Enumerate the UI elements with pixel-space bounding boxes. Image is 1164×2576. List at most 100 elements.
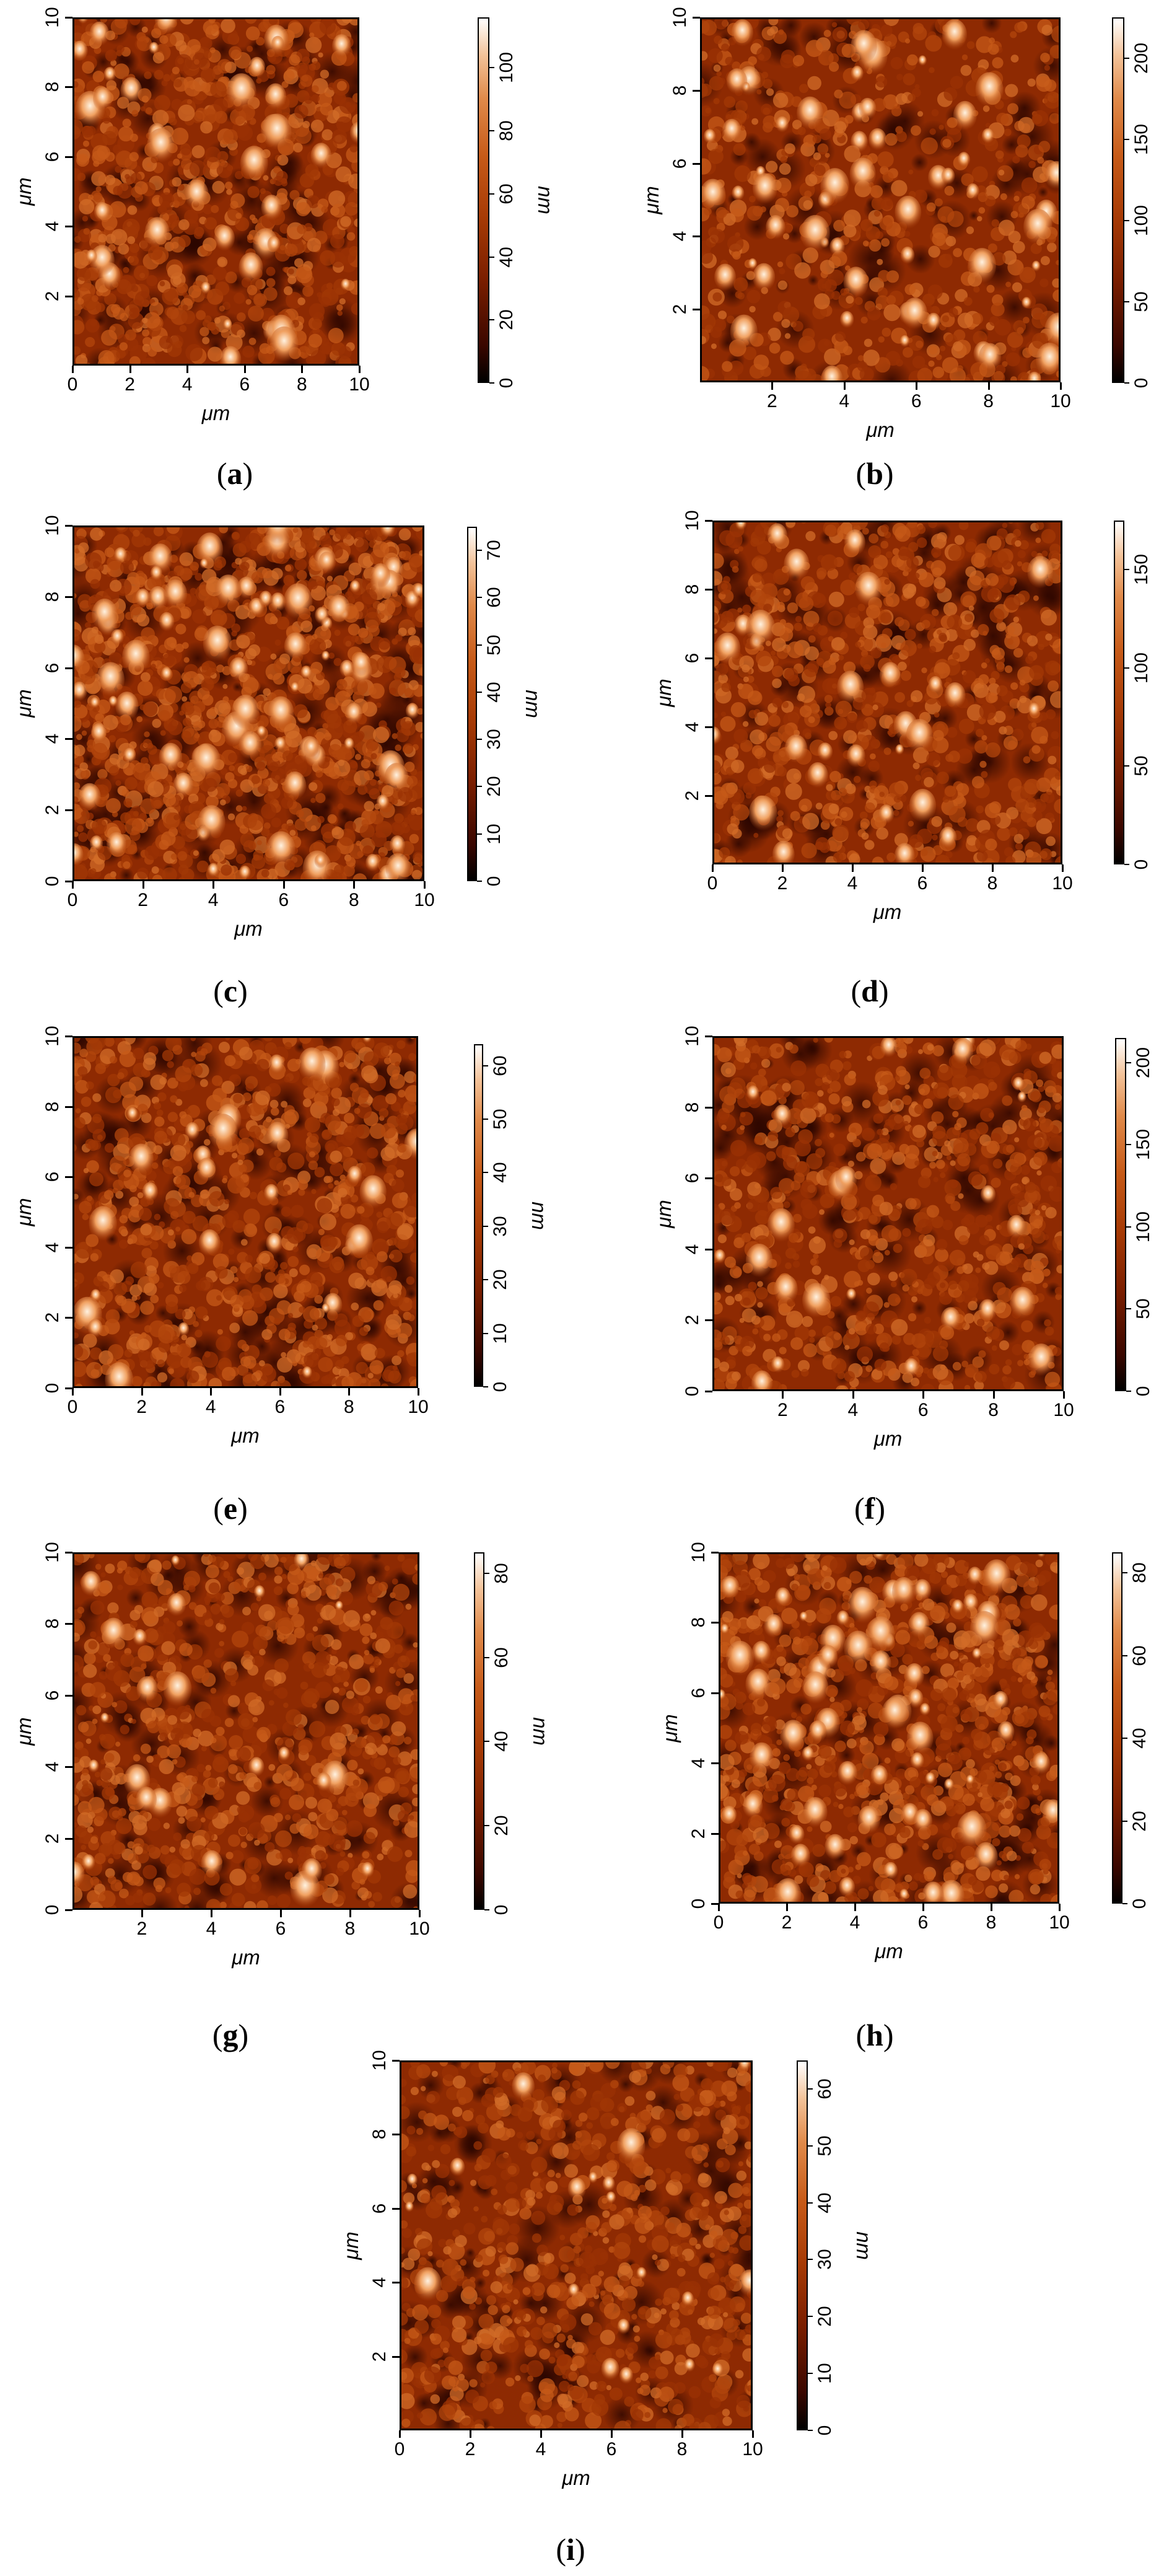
x-axis-label: μm [873, 900, 902, 923]
y-tick [705, 1106, 712, 1109]
y-axis-label: μm [652, 678, 675, 707]
x-tick-label: 2 [136, 1919, 147, 1939]
colorbar-tick [1124, 219, 1129, 221]
colorbar-tick-label: 60 [815, 2078, 835, 2099]
colorbar-tick [1122, 1572, 1127, 1574]
afm-height-map [72, 1036, 418, 1388]
colorbar-tick [808, 2259, 813, 2261]
x-tick [718, 1904, 720, 1911]
colorbar-tick-label: 0 [491, 1904, 512, 1915]
colorbar-tick [1122, 1655, 1127, 1656]
colorbar-unit-label: nm [534, 186, 557, 214]
colorbar-tick-label: 60 [491, 1647, 512, 1668]
panel-letter: b [866, 456, 883, 491]
y-tick-label: 10 [682, 510, 702, 531]
y-tick [705, 1248, 712, 1251]
x-tick-label: 8 [986, 1912, 997, 1933]
colorbar-tick-label: 200 [1133, 1047, 1153, 1078]
y-tick [705, 795, 712, 797]
x-tick [72, 366, 74, 373]
colorbar-tick [1126, 1062, 1131, 1063]
x-tick [211, 1910, 212, 1917]
x-tick [991, 1904, 992, 1911]
y-tick [392, 2207, 400, 2210]
colorbar-tick-label: 40 [1129, 1728, 1150, 1749]
colorbar-tick-label: 60 [1129, 1645, 1150, 1666]
y-tick-label: 2 [682, 1315, 702, 1325]
colorbar-tick [808, 2145, 813, 2147]
y-tick [392, 2355, 400, 2358]
colorbar-tick-label: 60 [496, 183, 517, 204]
colorbar-tick [1124, 569, 1129, 571]
x-tick [1060, 382, 1062, 390]
x-axis-label: μm [562, 2466, 590, 2489]
y-tick-label: 4 [42, 221, 63, 232]
colorbar-tick-label: 30 [490, 1216, 510, 1237]
colorbar-unit-label: nm [522, 690, 545, 718]
y-tick-label: 2 [369, 2351, 390, 2362]
x-axis-label: μm [231, 1424, 260, 1447]
x-tick-label: 10 [1052, 873, 1073, 894]
colorbar-tick-label: 200 [1131, 42, 1152, 74]
y-tick [65, 156, 72, 158]
x-tick-label: 8 [988, 1400, 999, 1420]
height-colorbar [1112, 1552, 1122, 1904]
colorbar-tick-label: 50 [484, 634, 504, 656]
colorbar-tick-label: 100 [1131, 204, 1152, 236]
y-tick [392, 2060, 400, 2062]
y-tick [65, 525, 72, 527]
x-tick-label: 2 [125, 374, 135, 395]
x-tick [854, 1904, 856, 1911]
x-tick [1059, 1904, 1061, 1911]
panel-caption: (d) [851, 974, 889, 1008]
colorbar-tick [1126, 1308, 1131, 1310]
x-tick-label: 0 [67, 374, 78, 395]
x-tick-label: 0 [394, 2439, 405, 2460]
x-tick [922, 1391, 925, 1399]
height-colorbar [1112, 17, 1124, 383]
y-tick [705, 1319, 712, 1322]
y-tick [65, 1387, 72, 1389]
y-tick-label: 10 [42, 1026, 63, 1047]
colorbar-tick-label: 40 [496, 246, 517, 268]
x-tick-label: 4 [849, 1912, 860, 1933]
y-tick [392, 2282, 400, 2284]
y-tick-label: 4 [682, 721, 702, 732]
colorbar-tick-label: 20 [815, 2306, 835, 2327]
x-tick-label: 10 [408, 1397, 429, 1417]
y-tick [65, 17, 72, 19]
y-tick [705, 1177, 712, 1180]
x-tick-label: 6 [917, 873, 928, 894]
panel-caption: (c) [213, 974, 248, 1008]
colorbar-tick-label: 0 [1129, 1898, 1150, 1909]
x-tick [424, 881, 426, 889]
y-tick [711, 1622, 719, 1624]
x-tick [752, 2430, 754, 2438]
y-axis-label: μm [12, 1717, 35, 1746]
colorbar-tick-label: 20 [1129, 1810, 1150, 1832]
y-tick-label: 8 [42, 591, 63, 602]
y-tick [65, 596, 72, 598]
colorbar-tick-label: 80 [1129, 1562, 1150, 1584]
x-tick [852, 864, 854, 872]
y-tick-label: 10 [369, 2050, 390, 2071]
x-tick-label: 2 [767, 391, 777, 411]
y-tick-label: 10 [670, 7, 690, 28]
y-tick-label: 6 [42, 151, 63, 162]
x-tick-label: 10 [414, 890, 435, 910]
colorbar-tick-label: 0 [490, 1381, 510, 1392]
x-tick-label: 8 [983, 391, 994, 411]
y-tick-label: 10 [682, 1026, 702, 1047]
y-tick-label: 6 [42, 1690, 63, 1701]
colorbar-tick [477, 550, 482, 552]
x-tick [349, 1910, 351, 1917]
x-tick [399, 2430, 401, 2438]
x-tick-label: 2 [781, 1912, 792, 1933]
height-colorbar [1115, 1038, 1126, 1391]
y-tick [705, 589, 712, 591]
y-tick [711, 1692, 719, 1694]
x-tick-label: 4 [535, 2439, 546, 2460]
panel-caption: (e) [213, 1491, 248, 1526]
x-tick-label: 4 [847, 873, 858, 894]
x-tick-label: 2 [138, 890, 148, 910]
